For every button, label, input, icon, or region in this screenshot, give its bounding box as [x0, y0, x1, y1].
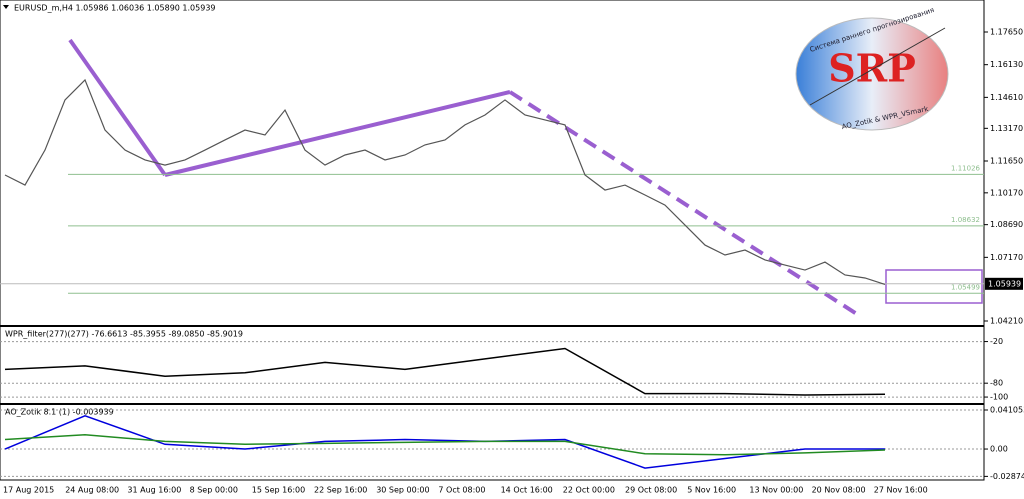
y-tick-label: 1.17650 [990, 27, 1023, 36]
series-line [4, 347, 886, 396]
y-tick-label: 1.14610 [990, 93, 1023, 102]
x-tick-label: 5 Nov 16:00 [687, 486, 736, 495]
y-tick-label: -0.02874 [990, 472, 1024, 481]
x-tick-label: 20 Nov 08:00 [812, 486, 866, 495]
y-tick-label: -80 [990, 379, 1003, 388]
menu-arrow [3, 5, 9, 9]
trend-lines [68, 38, 862, 318]
y-tick-label: 1.10170 [990, 188, 1023, 197]
highlight-box [885, 269, 983, 304]
x-tick-label: 7 Oct 08:00 [438, 486, 485, 495]
y-tick-label: 0.041053 [990, 405, 1024, 414]
level-label: 1.05499 [951, 283, 980, 291]
price-box [985, 277, 1023, 290]
x-tick-label: 24 Aug 08:00 [65, 486, 119, 495]
x-tick-label: 14 Oct 16:00 [501, 486, 553, 495]
y-tick-label: -20 [990, 337, 1003, 346]
panel-header: AO_Zotik 8.1 (1) -0.003939 [5, 408, 114, 417]
y-tick-label: 1.11650 [990, 157, 1023, 166]
x-tick-label: 15 Sep 16:00 [252, 486, 305, 495]
x-tick-label: 30 Sep 00:00 [376, 486, 429, 495]
series-line [4, 414, 885, 469]
x-tick-label: 22 Sep 16:00 [314, 486, 367, 495]
x-tick-label: 29 Oct 08:00 [625, 486, 677, 495]
x-tick-label: 31 Aug 16:00 [127, 486, 181, 495]
y-tick-label: 0.00 [990, 445, 1008, 454]
y-tick-label: 1.04210 [990, 316, 1023, 325]
x-tick-label: 17 Aug 2015 [3, 486, 54, 495]
panel-header: WPR_filter(277)(277) -76.6613 -85.3955 -… [5, 330, 243, 339]
chart-header: EURUSD_m,H4 1.05986 1.06036 1.05890 1.05… [14, 4, 216, 13]
series-line [4, 434, 886, 456]
x-tick-label: 13 Nov 00:00 [749, 486, 803, 495]
x-tick-label: 27 Nov 16:00 [874, 486, 928, 495]
series-line [4, 78, 886, 286]
x-tick-label: 22 Oct 00:00 [563, 486, 615, 495]
level-label: 1.08632 [951, 216, 980, 224]
level-label: 1.11026 [951, 164, 980, 172]
x-tick-label: 8 Sep 00:00 [190, 486, 238, 495]
y-tick-label: 1.07170 [990, 253, 1023, 262]
y-tick-label: -100 [990, 393, 1008, 402]
y-tick-label: 1.08690 [990, 220, 1023, 229]
y-tick-label: 1.13170 [990, 124, 1023, 133]
y-tick-label: 1.16130 [990, 60, 1023, 69]
current-price: 1.05939 [988, 279, 1021, 288]
